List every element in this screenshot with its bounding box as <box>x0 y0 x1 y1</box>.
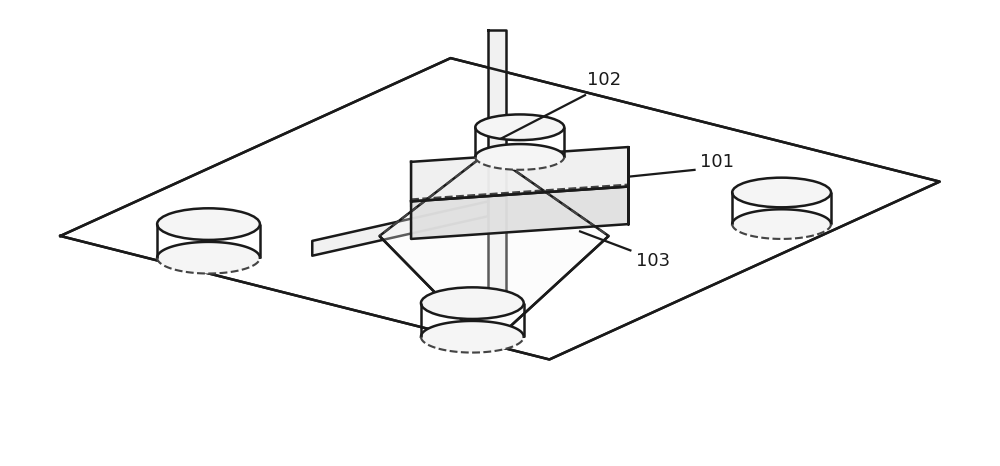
Text: 101: 101 <box>700 153 734 171</box>
Ellipse shape <box>157 208 260 240</box>
Polygon shape <box>379 152 609 347</box>
Ellipse shape <box>475 144 564 170</box>
Text: 103: 103 <box>636 252 670 270</box>
Ellipse shape <box>475 115 564 140</box>
Text: 102: 102 <box>587 71 621 89</box>
Polygon shape <box>312 201 488 256</box>
Ellipse shape <box>421 288 524 319</box>
Ellipse shape <box>732 209 831 239</box>
Ellipse shape <box>732 178 831 207</box>
Ellipse shape <box>421 321 524 353</box>
Polygon shape <box>411 147 628 201</box>
Polygon shape <box>411 186 628 239</box>
Polygon shape <box>488 30 506 293</box>
Ellipse shape <box>157 242 260 274</box>
